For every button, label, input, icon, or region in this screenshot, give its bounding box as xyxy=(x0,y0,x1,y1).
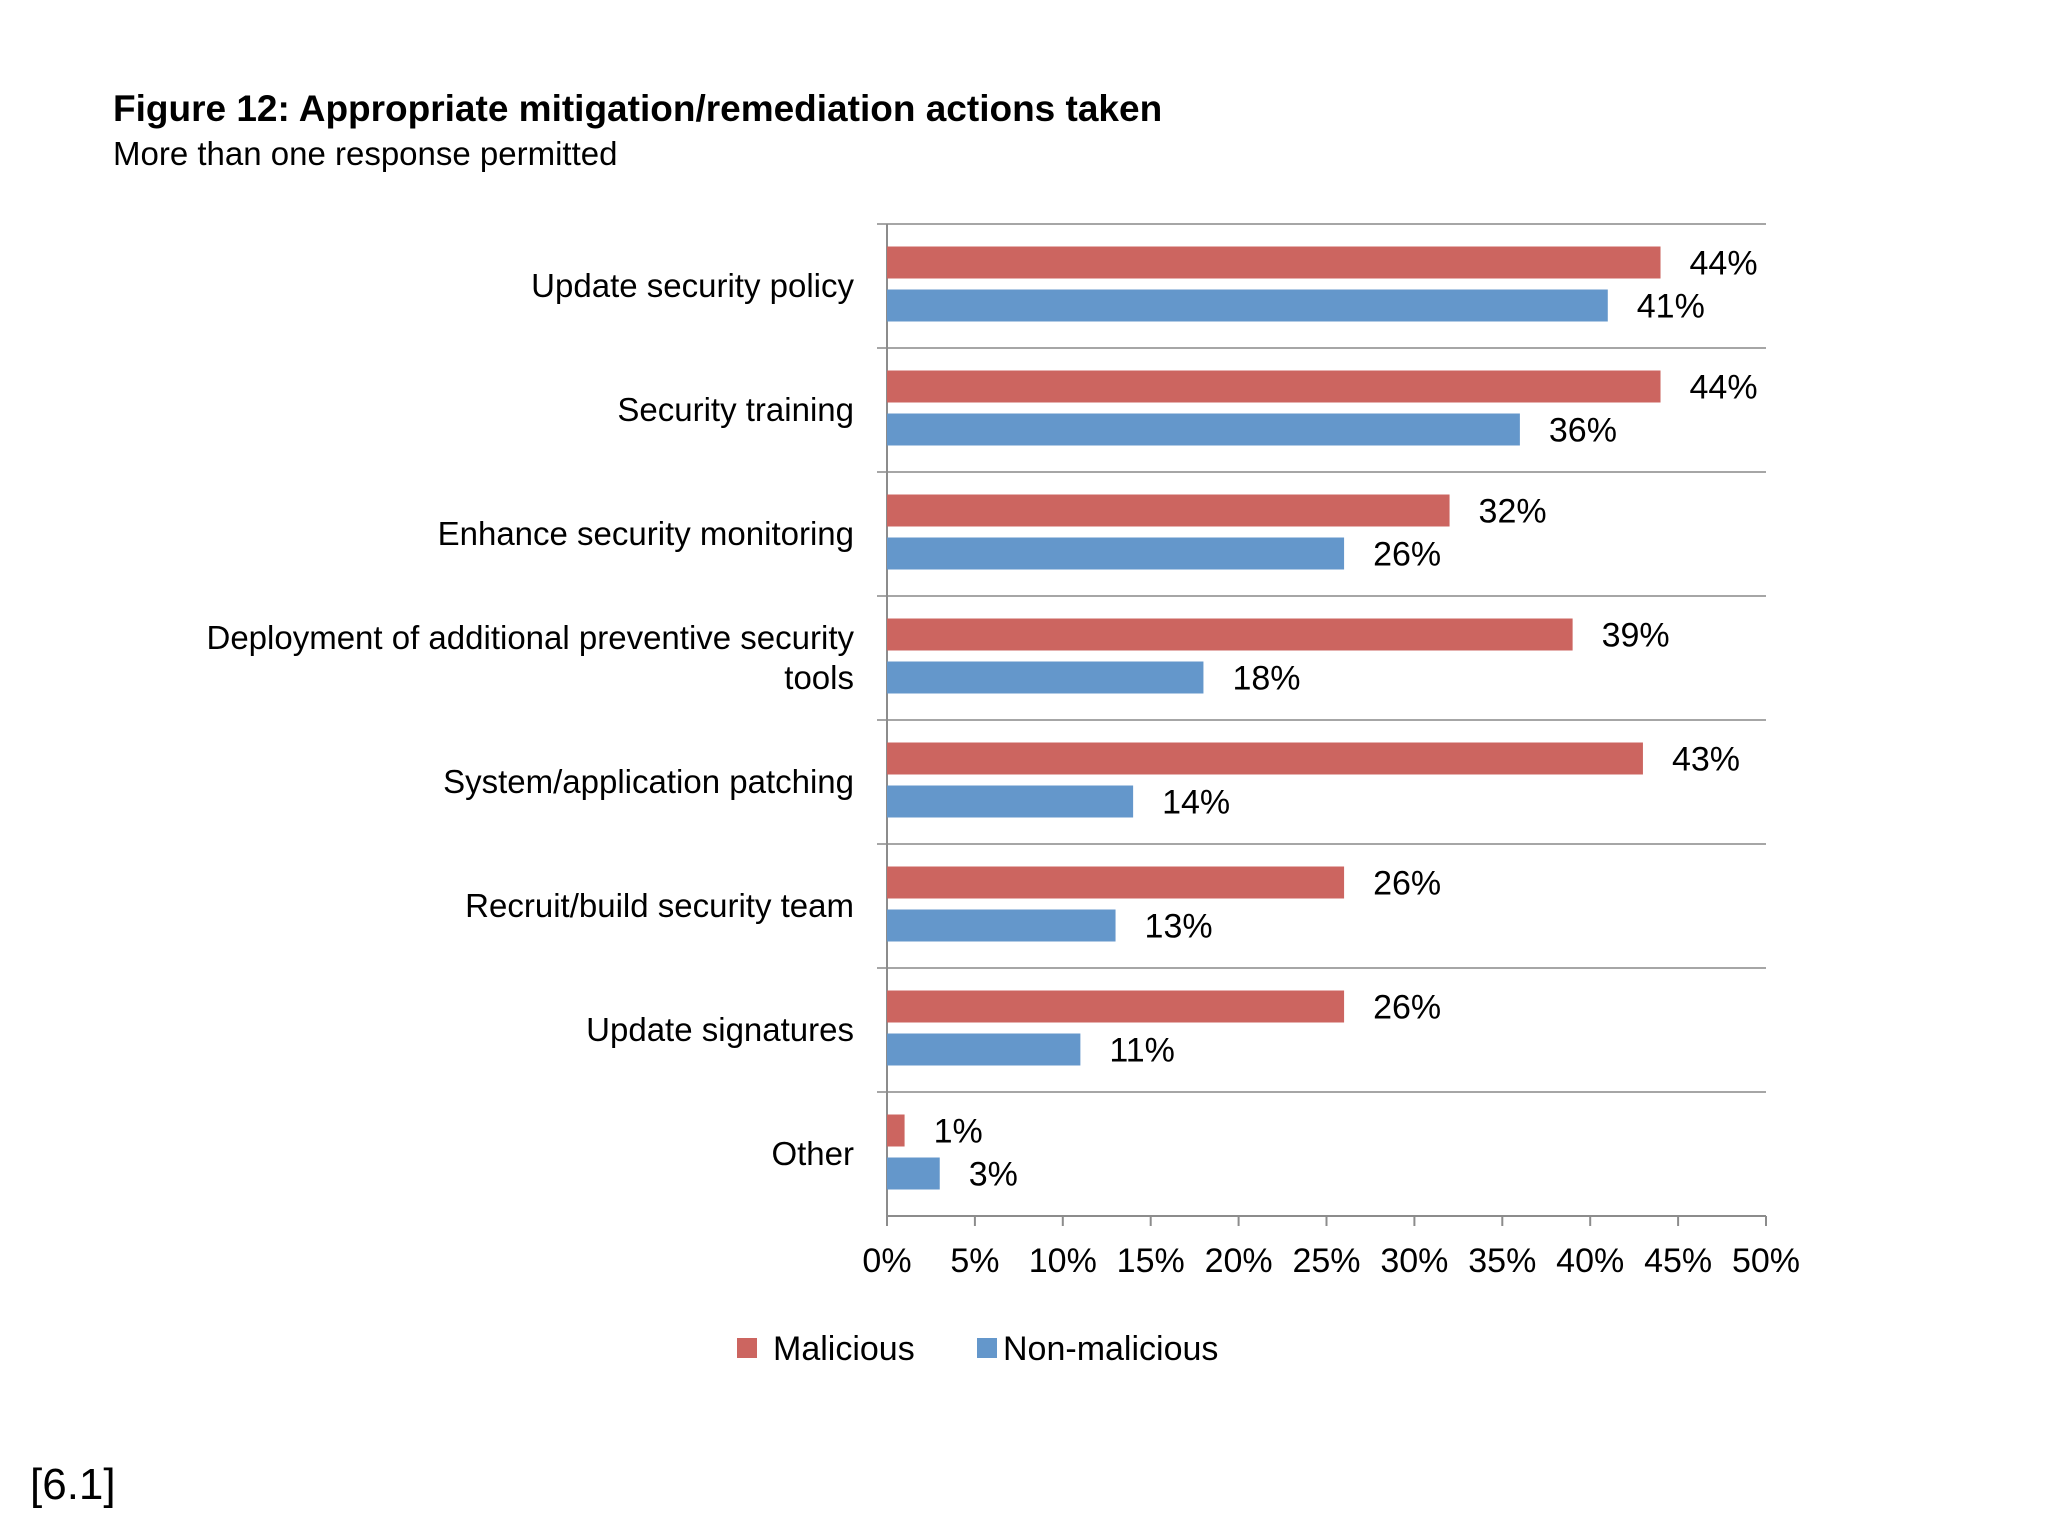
data-label: 1% xyxy=(934,1113,983,1151)
category-label: Update signatures xyxy=(586,1011,854,1048)
bar-non-malicious xyxy=(887,1157,940,1190)
bar-malicious xyxy=(887,494,1450,527)
legend-label: Non-malicious xyxy=(1003,1330,1218,1368)
bar-malicious xyxy=(887,1114,905,1147)
bar-non-malicious xyxy=(887,785,1134,818)
bar-non-malicious xyxy=(887,289,1608,322)
x-tick-label: 5% xyxy=(950,1242,999,1280)
data-label: 36% xyxy=(1549,412,1617,450)
data-label: 14% xyxy=(1162,784,1230,822)
data-label: 32% xyxy=(1479,493,1547,531)
category-label: System/application patching xyxy=(443,763,854,800)
x-tick-label: 10% xyxy=(1029,1242,1097,1280)
data-label: 13% xyxy=(1145,908,1213,946)
data-label: 18% xyxy=(1232,660,1300,698)
x-tick-label: 15% xyxy=(1117,1242,1185,1280)
x-tick-label: 20% xyxy=(1205,1242,1273,1280)
data-label: 11% xyxy=(1109,1032,1175,1070)
category-label: Security training xyxy=(617,391,854,428)
category-label: tools xyxy=(784,659,854,696)
bar-malicious xyxy=(887,990,1345,1023)
category-label: Recruit/build security team xyxy=(465,887,854,924)
source-note: [6.1] xyxy=(30,1460,116,1509)
bar-non-malicious xyxy=(887,909,1116,942)
x-tick-label: 50% xyxy=(1732,1242,1800,1280)
bar-non-malicious xyxy=(887,1033,1081,1066)
bar-malicious xyxy=(887,618,1573,651)
bar-malicious xyxy=(887,370,1661,403)
x-tick-label: 40% xyxy=(1556,1242,1624,1280)
bar-malicious xyxy=(887,246,1661,279)
data-label: 39% xyxy=(1602,617,1670,655)
category-label: Enhance security monitoring xyxy=(438,515,854,552)
bar-non-malicious xyxy=(887,661,1204,694)
data-label: 26% xyxy=(1373,536,1441,574)
legend-swatch xyxy=(737,1338,757,1358)
data-label: 44% xyxy=(1690,369,1758,407)
category-label: Other xyxy=(771,1135,854,1172)
legend-swatch xyxy=(977,1338,997,1358)
data-label: 44% xyxy=(1690,245,1758,283)
category-label: Deployment of additional preventive secu… xyxy=(206,619,854,656)
legend: Malicious Non-malicious xyxy=(737,1330,1218,1368)
x-tick-label: 25% xyxy=(1292,1242,1360,1280)
data-label: 43% xyxy=(1672,741,1740,779)
chart-subtitle: More than one response permitted xyxy=(113,135,617,172)
plot-area: 0% 5% 10% 15% 20% 25% 30% 35% 40% 45% 50% 44% 41% Upd… xyxy=(206,223,1800,1280)
bar-non-malicious xyxy=(887,537,1345,570)
legend-label: Malicious xyxy=(773,1330,915,1368)
data-label: 26% xyxy=(1373,865,1441,903)
bar-malicious xyxy=(887,742,1643,775)
data-label: 41% xyxy=(1637,288,1705,326)
bar-malicious xyxy=(887,866,1345,899)
bar-non-malicious xyxy=(887,413,1520,446)
x-tick-label: 30% xyxy=(1380,1242,1448,1280)
x-tick-label: 45% xyxy=(1644,1242,1712,1280)
x-tick-label: 0% xyxy=(862,1242,911,1280)
chart-title: Figure 12: Appropriate mitigation/remedi… xyxy=(113,88,1162,129)
category-label: Update security policy xyxy=(531,267,854,304)
x-tick-label: 35% xyxy=(1468,1242,1536,1280)
data-label: 26% xyxy=(1373,989,1441,1027)
data-label: 3% xyxy=(969,1156,1018,1194)
